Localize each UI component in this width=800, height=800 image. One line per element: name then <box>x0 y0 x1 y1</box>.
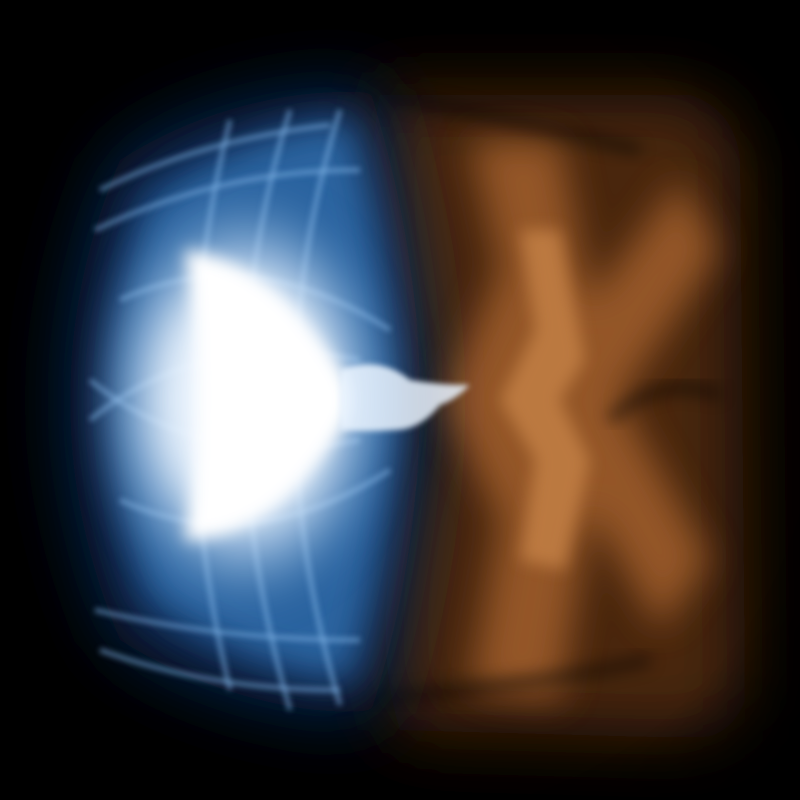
fluid-simulation-render <box>0 0 800 800</box>
vignette <box>0 0 800 800</box>
